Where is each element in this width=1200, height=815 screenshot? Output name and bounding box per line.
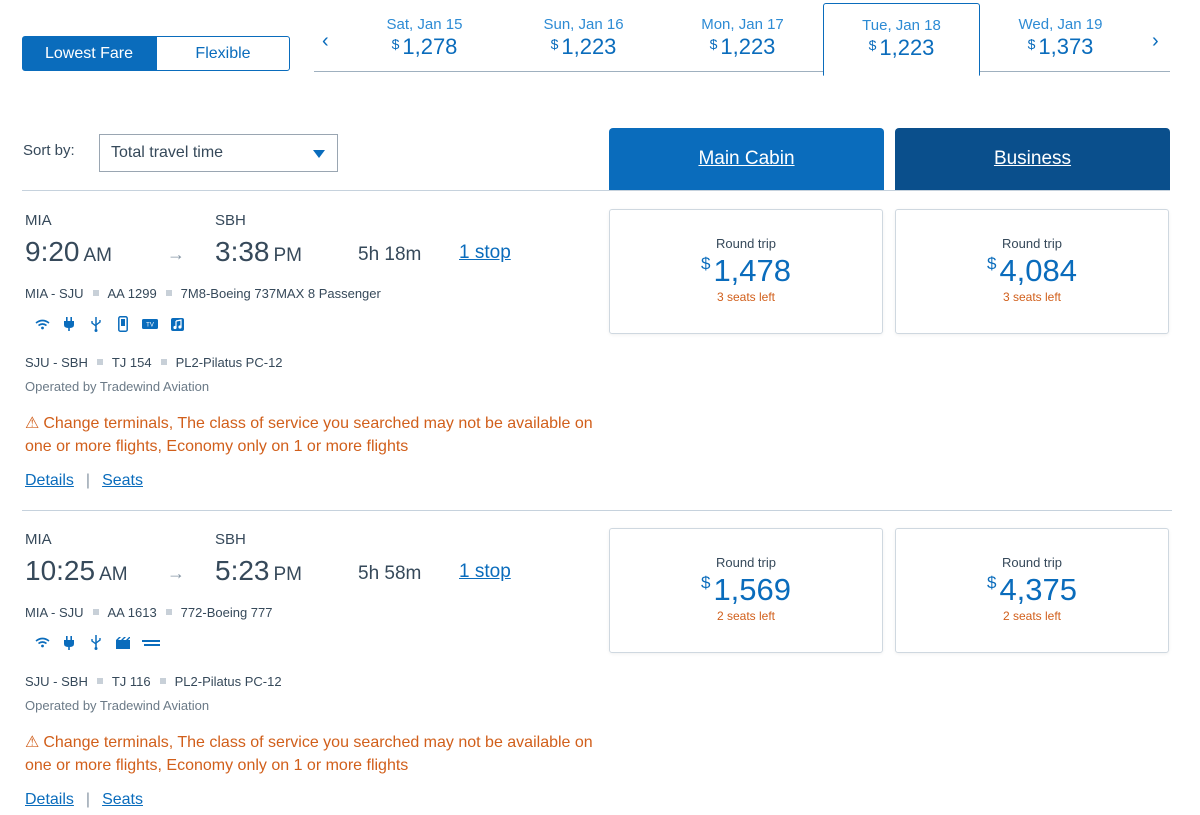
business-cabin-header[interactable]: Business bbox=[895, 128, 1170, 190]
seats-left: 2 seats left bbox=[1002, 609, 1062, 623]
date-tab[interactable]: Mon, Jan 17 $1,223 bbox=[664, 0, 821, 72]
date-price: $1,223 bbox=[868, 35, 935, 60]
date-tab[interactable]: Sun, Jan 16 $1,223 bbox=[505, 0, 662, 72]
amenities bbox=[34, 635, 160, 653]
trip-type: Round trip bbox=[716, 555, 776, 570]
chevron-right-icon[interactable]: › bbox=[1152, 30, 1159, 52]
origin-airport: MIA bbox=[25, 212, 52, 229]
music-icon bbox=[169, 317, 185, 334]
wifi-icon bbox=[34, 319, 50, 333]
segment-info: MIA - SJU AA 1299 7M8-Boeing 737MAX 8 Pass… bbox=[25, 286, 381, 301]
seats-left: 3 seats left bbox=[1002, 290, 1062, 304]
tv-icon: TV bbox=[142, 318, 158, 333]
mobile-device-icon bbox=[115, 316, 131, 335]
seats-link[interactable]: Seats bbox=[102, 791, 143, 808]
destination-airport: SBH bbox=[215, 531, 246, 548]
warning-icon: ⚠ bbox=[25, 734, 40, 751]
lie-flat-seat-icon bbox=[142, 637, 160, 651]
segment-info: MIA - SJU AA 1613 772-Boeing 777 bbox=[25, 605, 273, 620]
price: $4,084 bbox=[986, 253, 1078, 288]
date-label: Tue, Jan 18 bbox=[862, 17, 941, 34]
arrive-time: 5:23 PM bbox=[215, 555, 302, 586]
divider bbox=[22, 190, 1170, 191]
operated-by: Operated by Tradewind Aviation bbox=[25, 379, 210, 394]
depart-time: 9:20 AM bbox=[25, 236, 112, 267]
date-tab[interactable]: Sat, Jan 15 $1,278 bbox=[346, 0, 503, 72]
arrow-right-icon: → bbox=[167, 563, 185, 583]
date-price: $1,278 bbox=[391, 34, 458, 59]
sort-label: Sort by: bbox=[23, 142, 75, 159]
stops-link[interactable]: 1 stop bbox=[459, 561, 511, 582]
warning-icon: ⚠ bbox=[25, 415, 40, 432]
usb-icon bbox=[88, 635, 104, 653]
segment-info: SJU - SBH TJ 116 PL2-Pilatus PC-12 bbox=[25, 674, 282, 689]
trip-type: Round trip bbox=[1002, 555, 1062, 570]
business-price-card[interactable]: Round trip $4,084 3 seats left bbox=[895, 209, 1169, 334]
flexible-button[interactable]: Flexible bbox=[156, 36, 290, 71]
date-tab[interactable]: Wed, Jan 19 $1,373 bbox=[982, 0, 1139, 72]
main-cabin-price-card[interactable]: Round trip $1,478 3 seats left bbox=[609, 209, 883, 334]
duration: 5h 58m bbox=[358, 563, 422, 584]
date-label: Mon, Jan 17 bbox=[701, 16, 784, 33]
details-link[interactable]: Details bbox=[25, 791, 74, 808]
destination-airport: SBH bbox=[215, 212, 246, 229]
date-price: $1,223 bbox=[709, 34, 776, 59]
date-price: $1,223 bbox=[550, 34, 617, 59]
origin-airport: MIA bbox=[25, 531, 52, 548]
chevron-left-icon[interactable]: ‹ bbox=[322, 30, 329, 52]
divider bbox=[22, 510, 1172, 511]
seats-left: 3 seats left bbox=[716, 290, 776, 304]
operated-by: Operated by Tradewind Aviation bbox=[25, 698, 210, 713]
depart-time: 10:25 AM bbox=[25, 555, 128, 586]
date-tab-selected[interactable]: Tue, Jan 18 $1,223 bbox=[823, 3, 980, 76]
usb-icon bbox=[88, 316, 104, 335]
details-link[interactable]: Details bbox=[25, 472, 74, 489]
warning-message: ⚠ Change terminals, The class of service … bbox=[25, 415, 593, 455]
power-outlet-icon bbox=[61, 635, 77, 653]
seats-link[interactable]: Seats bbox=[102, 472, 143, 489]
amenities: TV bbox=[34, 316, 185, 335]
duration: 5h 18m bbox=[358, 244, 422, 265]
trip-type: Round trip bbox=[1002, 236, 1062, 251]
seats-left: 2 seats left bbox=[716, 609, 776, 623]
stops-link[interactable]: 1 stop bbox=[459, 242, 511, 263]
video-on-demand-icon bbox=[115, 636, 131, 652]
lowest-fare-button[interactable]: Lowest Fare bbox=[22, 36, 156, 71]
date-label: Wed, Jan 19 bbox=[1018, 16, 1103, 33]
arrow-right-icon: → bbox=[167, 244, 185, 264]
main-cabin-header[interactable]: Main Cabin bbox=[609, 128, 884, 190]
flight-links: Details | Seats bbox=[25, 791, 143, 808]
svg-text:TV: TV bbox=[146, 323, 154, 329]
arrive-time: 3:38 PM bbox=[215, 236, 302, 267]
warning-message: ⚠ Change terminals, The class of service … bbox=[25, 734, 593, 774]
segment-info: SJU - SBH TJ 154 PL2-Pilatus PC-12 bbox=[25, 355, 283, 370]
main-cabin-price-card[interactable]: Round trip $1,569 2 seats left bbox=[609, 528, 883, 653]
trip-type: Round trip bbox=[716, 236, 776, 251]
sort-select[interactable]: Total travel time bbox=[99, 134, 338, 172]
price: $1,478 bbox=[700, 253, 792, 288]
sort-value: Total travel time bbox=[111, 144, 224, 161]
wifi-icon bbox=[34, 637, 50, 651]
business-price-card[interactable]: Round trip $4,375 2 seats left bbox=[895, 528, 1169, 653]
caret-down-icon bbox=[313, 150, 325, 158]
price: $1,569 bbox=[700, 572, 792, 607]
date-price: $1,373 bbox=[1027, 34, 1094, 59]
date-strip: ‹ Sat, Jan 15 $1,278 Sun, Jan 16 $1,223 … bbox=[314, 0, 1170, 76]
fare-type-toggle: Lowest Fare Flexible bbox=[22, 36, 290, 71]
power-outlet-icon bbox=[61, 317, 77, 334]
flight-links: Details | Seats bbox=[25, 472, 143, 489]
date-label: Sun, Jan 16 bbox=[543, 16, 624, 33]
price: $4,375 bbox=[986, 572, 1078, 607]
date-label: Sat, Jan 15 bbox=[386, 16, 463, 33]
